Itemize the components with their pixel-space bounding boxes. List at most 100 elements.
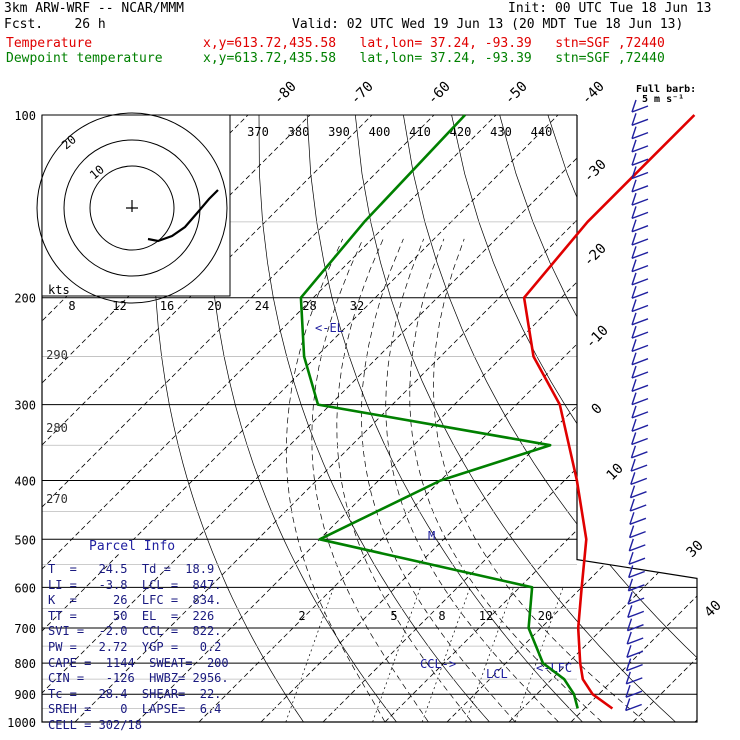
wind-barb (631, 318, 649, 326)
wind-barb-flag (631, 432, 637, 445)
wind-barb (631, 118, 649, 126)
isotherm-side-label: 0 (589, 401, 606, 418)
wind-barb (631, 131, 649, 140)
wind-barb (629, 517, 647, 525)
header: 3km ARW-WRF -- NCAR/MMM Fcst. 26 h Init:… (0, 0, 740, 70)
pressure-tick-label: 700 (14, 622, 36, 636)
hodograph-trace (147, 189, 219, 243)
pressure-tick-label: 1000 (7, 716, 36, 730)
wind-barb (626, 650, 644, 658)
wind-barb (627, 624, 644, 632)
wind-barb-flag (627, 591, 633, 605)
pressure-tick-label: 600 (14, 581, 36, 595)
wind-barb (625, 703, 642, 712)
dry-adiabat (643, 115, 697, 722)
valid-time: Valid: 02 UTC Wed 19 Jun 13 (20 MDT Tue … (292, 17, 684, 32)
wind-barb-flag (631, 272, 637, 286)
isotherm-line (632, 115, 697, 722)
speed-scale-label: 32 (350, 299, 364, 313)
dewpoint-location: x,y=613.72,435.58 lat,lon= 37.24, -93.39… (203, 51, 665, 66)
temperature-legend: Temperature (6, 36, 93, 51)
wind-barb (628, 584, 645, 592)
wind-barb-flag (631, 219, 637, 232)
wind-barb (628, 570, 645, 579)
wind-barb-flag (627, 605, 633, 618)
wind-barb (630, 464, 648, 472)
wind-barb (631, 185, 649, 193)
parcel-row: CAPE = 1144 SWEAT= 200 (48, 655, 229, 670)
temperature-location: x,y=613.72,435.58 lat,lon= 37.24, -93.39… (203, 36, 665, 51)
wind-barb (631, 437, 648, 446)
wind-barb (631, 371, 649, 379)
pressure-tick-label: 400 (14, 474, 36, 488)
wind-barb (631, 238, 649, 246)
speed-scale-label: 24 (255, 299, 269, 313)
parcel-row: TT = 50 EL = 226 (48, 608, 215, 623)
pressure-tick-label: 300 (14, 399, 36, 413)
speed-scale-label: 20 (207, 299, 221, 313)
wind-barb (625, 690, 643, 698)
parcel-title: Parcel Info (86, 540, 179, 554)
hodograph-center-icon (126, 200, 138, 212)
dry-adiabat (691, 115, 697, 722)
wind-barb-flag (628, 538, 634, 552)
isotherm-top-label: -40 (579, 79, 608, 108)
wind-barb-flag (625, 658, 632, 671)
level-marker: <-EL (315, 321, 344, 335)
isotherm-side-label: 10 (604, 461, 627, 484)
wind-barb-flag (630, 445, 637, 459)
barb-note-units: 5 m s⁻¹ (642, 94, 685, 105)
wind-barb (631, 251, 649, 259)
wind-barb (631, 225, 649, 233)
dewpoint-legend: Dewpoint temperature (6, 51, 163, 66)
wind-barb (631, 304, 649, 313)
wind-barb-flag (631, 325, 637, 339)
wind-barb-flag (631, 259, 637, 272)
pressure-tick-label: 200 (14, 292, 36, 306)
wind-barb-flag (631, 179, 637, 193)
theta-e-label: 370 (247, 125, 269, 139)
wind-barb-flag (631, 246, 637, 259)
isotherm-line (198, 115, 697, 722)
parcel-row: SVI = -2.0 CCL = 822. (48, 624, 222, 639)
wind-barb-flag (631, 365, 637, 379)
wind-barb (629, 530, 646, 539)
wind-barb-flag (631, 285, 637, 299)
wind-barb (631, 344, 649, 353)
speed-scale-label: 8 (68, 299, 75, 313)
wind-barb (626, 677, 643, 685)
isotherm-line (42, 115, 497, 722)
isotherm-line (42, 115, 435, 722)
wind-barb-flag (631, 312, 637, 326)
dry-adiabat (207, 115, 397, 722)
wind-barb (631, 358, 649, 366)
pressure-tick-label: 900 (14, 688, 36, 702)
wind-barb (631, 384, 649, 392)
isotherm-line (42, 115, 621, 722)
isotherm-side-label: -30 (581, 157, 610, 186)
parcel-row: SREH = 0 LAPSE= 6.4 (48, 702, 222, 717)
wind-barb-flag (631, 392, 637, 405)
parcel-row: LI = -3.8 LCL = 847. (48, 577, 222, 592)
isotherm-top-label: -50 (502, 79, 531, 108)
parcel-row: CELL = 302/18 (48, 717, 142, 732)
wind-barb-flag (629, 512, 635, 525)
wind-barb (631, 331, 649, 339)
wind-barb-flag (628, 565, 634, 578)
mixing-ratio-label: 12 (479, 609, 493, 623)
wind-barb-flag (631, 126, 637, 139)
isotherm-line (322, 115, 697, 722)
mixing-ratio-line (421, 587, 471, 722)
wind-barb (631, 397, 649, 406)
wind-barb (631, 291, 649, 299)
speed-scale-label: 12 (112, 299, 126, 313)
temperature-profile (522, 114, 696, 710)
forecast-hour: Fcst. 26 h (4, 17, 106, 32)
wind-barb-flag (631, 113, 637, 126)
init-time: Init: 00 UTC Tue 18 Jun 13 (508, 1, 712, 16)
wind-barb-flag (630, 472, 636, 485)
speed-scale-label: 16 (160, 299, 174, 313)
wind-barb-flag (631, 139, 637, 153)
theta-e-label: 430 (490, 125, 512, 139)
mixing-ratio-label: 8 (438, 609, 445, 623)
